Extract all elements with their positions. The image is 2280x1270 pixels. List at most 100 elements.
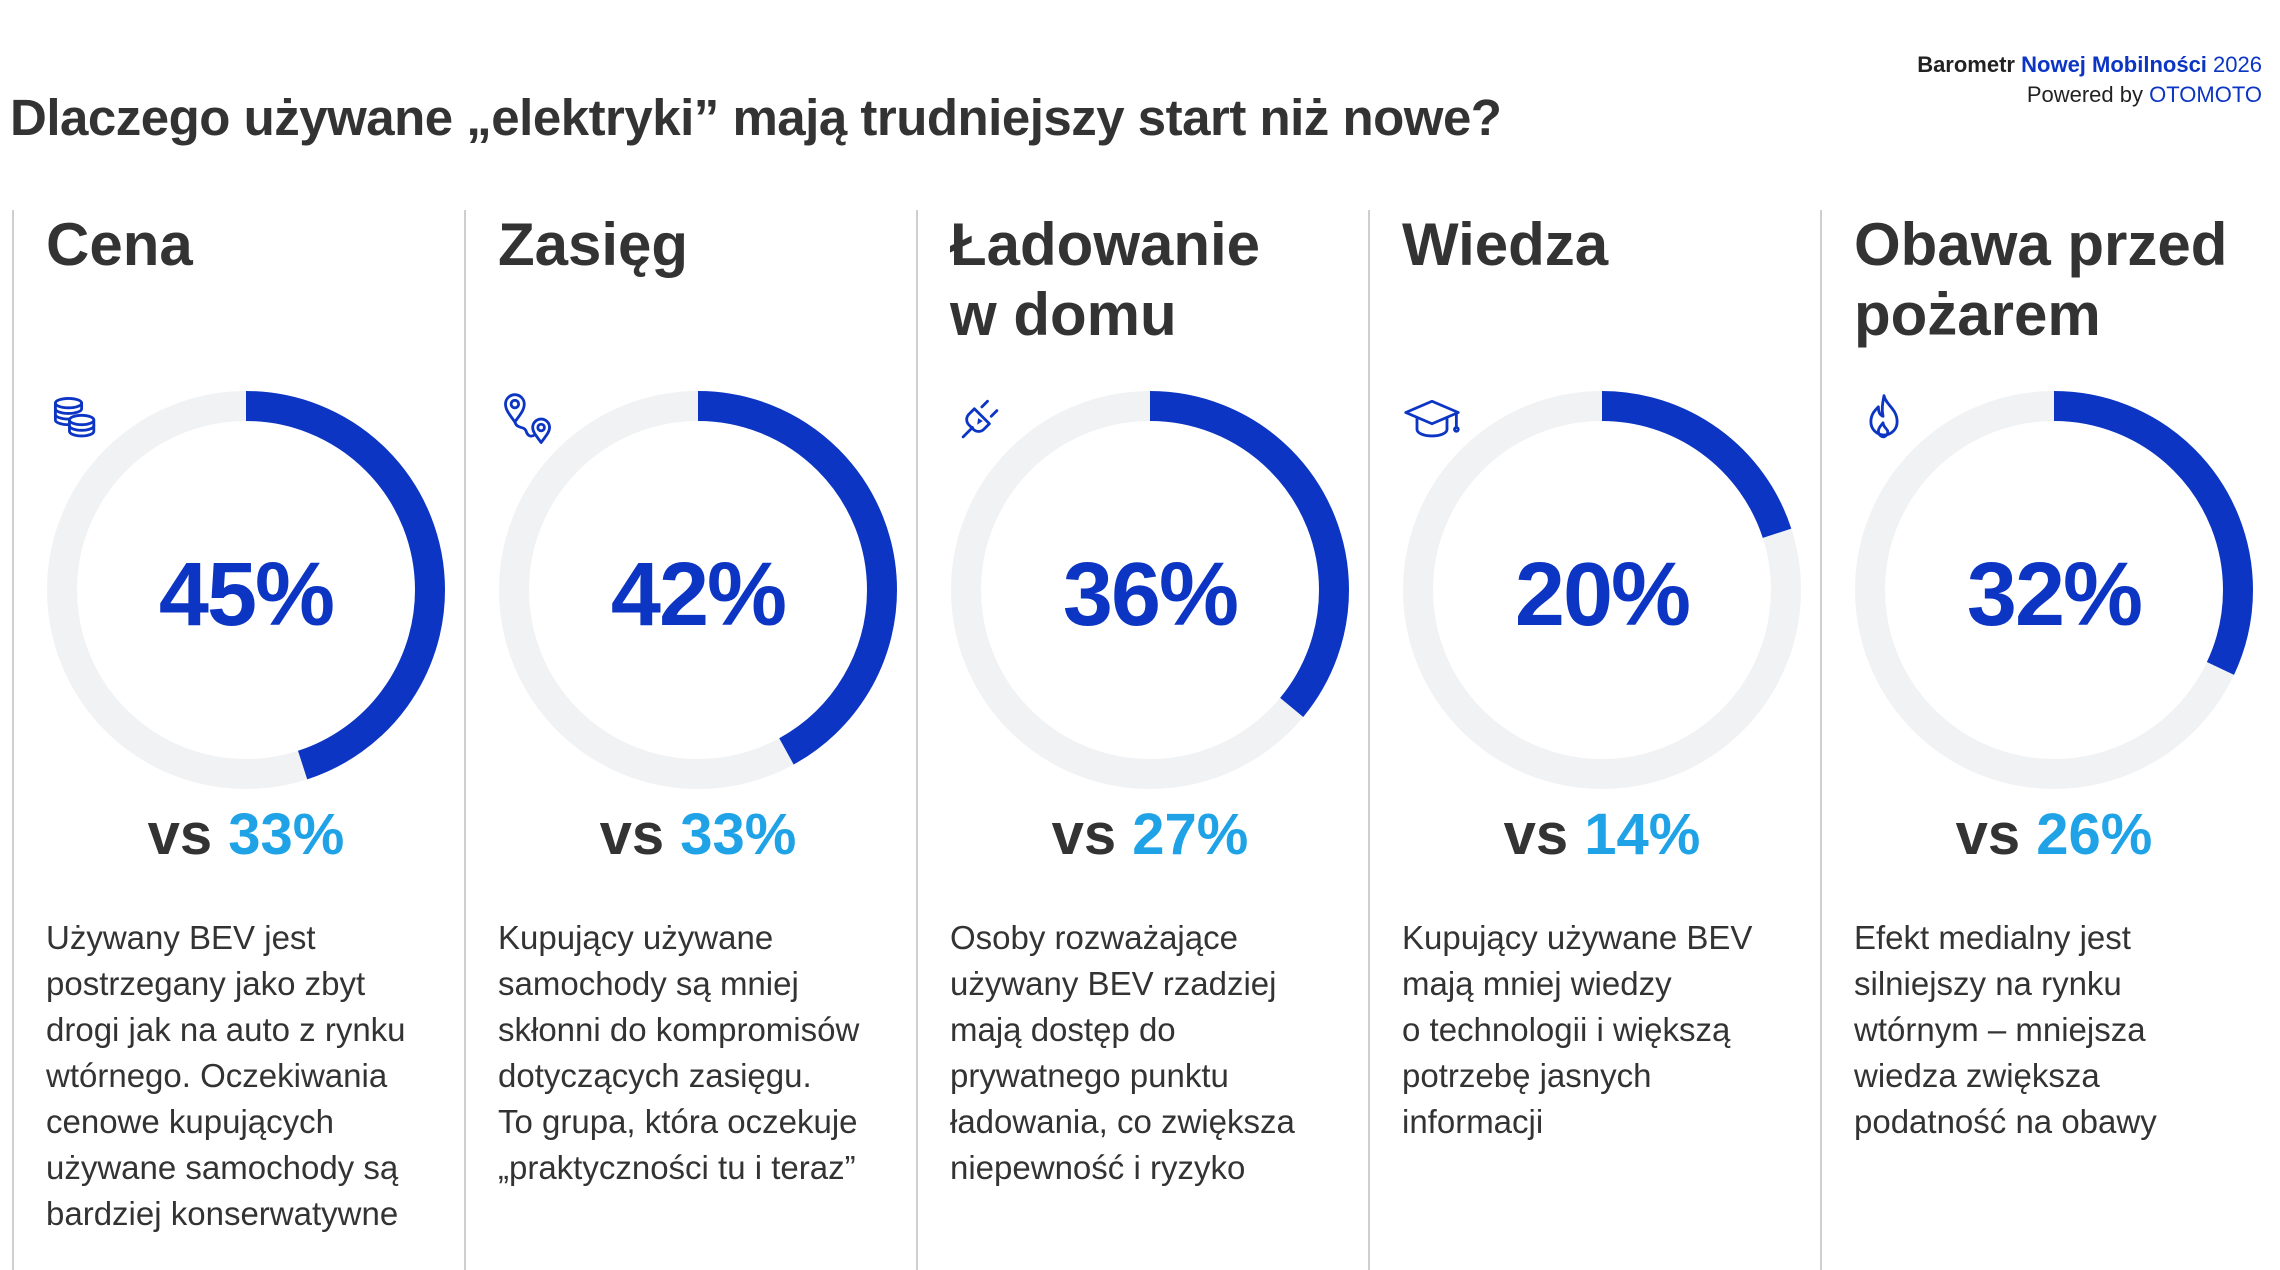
comparison-value: 33%: [680, 802, 797, 867]
donut-gauge: 42%: [498, 390, 898, 790]
column-description: Używany BEV jest postrzegany jako zbyt dro…: [46, 915, 456, 1237]
column-title-line: Obawa przed: [1854, 211, 2228, 278]
description-line: wiedza zwiększa: [1854, 1057, 2100, 1094]
gauge-value-arc: [951, 391, 1349, 789]
gauge-columns: Cena 45% vs 33% Używany BEV jest postrzegany…: [0, 210, 2280, 1270]
comparison-value: 33%: [228, 802, 345, 867]
powered-brand: OTOMOTO: [2149, 82, 2262, 107]
gauge-svg: [499, 391, 897, 789]
description-line: Używany BEV jest: [46, 919, 316, 956]
description-line: To grupa, która oczekuje: [498, 1103, 858, 1140]
column-title-line: Ładowanie: [950, 211, 1261, 278]
vs-word: vs: [1955, 802, 2037, 867]
brand-line: Barometr Nowej Mobilności 2026: [1917, 50, 2262, 80]
description-line: cenowe kupujących: [46, 1103, 335, 1140]
gauge-value-arc: [499, 391, 897, 789]
gauge-percentage: 36%: [1062, 545, 1239, 645]
description-line: o technologii i większą: [1402, 1011, 1731, 1048]
gauge-svg: [1403, 391, 1801, 789]
gauge-svg: [1855, 391, 2253, 789]
column-title-line: Zasięg: [498, 211, 689, 278]
plug-icon: [961, 399, 999, 439]
vs-word: vs: [147, 802, 229, 867]
vs-word: vs: [1051, 802, 1133, 867]
gauge-column: Ładowanie w domu 36% vs 27% Osoby rozważając…: [916, 210, 1368, 1270]
powered-by-line: Powered by OTOMOTO: [1917, 80, 2262, 110]
description-line: wtórnego. Oczekiwania: [46, 1057, 388, 1094]
powered-prefix: Powered by: [2026, 82, 2144, 107]
comparison-value: 27%: [1132, 802, 1249, 867]
description-line: podatność na obawy: [1854, 1103, 2157, 1140]
graduation-cap-icon: [1404, 399, 1460, 438]
description-line: dotyczących zasięgu.: [498, 1057, 812, 1094]
description-line: potrzebę jasnych: [1402, 1057, 1652, 1094]
brand-block: Barometr Nowej Mobilności 2026 Powered b…: [1917, 50, 2262, 110]
description-line: Efekt medialny jest: [1854, 919, 2131, 956]
comparison-label: vs 33%: [46, 800, 446, 870]
gauge-value-arc: [47, 391, 445, 789]
column-title-line: Cena: [46, 211, 193, 278]
column-description: Efekt medialny jest silniejszy na rynku wt…: [1854, 915, 2264, 1145]
vs-word: vs: [1503, 802, 1585, 867]
comparison-label: vs 33%: [498, 800, 898, 870]
column-title: Obawa przed pożarem: [1854, 210, 2227, 350]
gauge-column: Cena 45% vs 33% Używany BEV jest postrzegany…: [12, 210, 464, 1270]
gauge-percentage: 45%: [158, 545, 335, 645]
flame-icon: [1869, 394, 1899, 439]
description-line: używane samochody są: [46, 1149, 399, 1186]
description-line: silniejszy na rynku: [1854, 965, 2122, 1002]
column-title: Cena: [46, 210, 193, 280]
description-line: postrzegany jako zbyt: [46, 965, 366, 1002]
brand-prefix: Barometr: [1917, 52, 2015, 77]
gauge-column: Obawa przed pożarem 32% vs 26% Efekt medialn…: [1820, 210, 2272, 1270]
comparison-label: vs 27%: [950, 800, 1350, 870]
comparison-value: 14%: [1584, 802, 1701, 867]
description-line: mają mniej wiedzy: [1402, 965, 1672, 1002]
gauge-value-arc: [1855, 391, 2253, 789]
gauge-value-arc: [1403, 391, 1801, 789]
gauge-column: Zasięg 42% vs 33% Kupujący używane samochody…: [464, 210, 916, 1270]
comparison-label: vs 14%: [1402, 800, 1802, 870]
description-line: wtórnym – mniejsza: [1854, 1011, 2146, 1048]
brand-accent: Nowej Mobilności: [2021, 52, 2207, 77]
donut-gauge: 36%: [950, 390, 1350, 790]
coins-icon: [53, 397, 96, 438]
description-line: używany BEV rzadziej: [950, 965, 1277, 1002]
vs-word: vs: [599, 802, 681, 867]
column-description: Kupujący używane BEV mają mniej wiedzy o t…: [1402, 915, 1812, 1145]
description-line: niepewność i ryzyko: [950, 1149, 1246, 1186]
gauge-percentage: 32%: [1966, 545, 2143, 645]
column-title: Ładowanie w domu: [950, 210, 1260, 350]
page-title: Dlaczego używane „elektryki” mają trudni…: [10, 89, 1502, 146]
comparison-label: vs 26%: [1854, 800, 2254, 870]
column-title-line: w domu: [950, 281, 1177, 348]
column-description: Kupujący używane samochody są mniej skłonn…: [498, 915, 908, 1191]
description-line: samochody są mniej: [498, 965, 799, 1002]
column-title-line: Wiedza: [1402, 211, 1609, 278]
description-line: informacji: [1402, 1103, 1544, 1140]
description-line: Kupujący używane BEV: [1402, 919, 1753, 956]
column-title: Wiedza: [1402, 210, 1608, 280]
column-title: Zasięg: [498, 210, 688, 280]
route-pins-icon: [504, 393, 551, 444]
gauge-percentage: 42%: [610, 545, 787, 645]
gauge-svg: [951, 391, 1349, 789]
description-line: mają dostęp do: [950, 1011, 1176, 1048]
donut-gauge: 32%: [1854, 390, 2254, 790]
description-line: ładowania, co zwiększa: [950, 1103, 1295, 1140]
donut-gauge: 20%: [1402, 390, 1802, 790]
comparison-value: 26%: [2036, 802, 2153, 867]
description-line: prywatnego punktu: [950, 1057, 1229, 1094]
description-line: drogi jak na auto z rynku: [46, 1011, 406, 1048]
gauge-percentage: 20%: [1514, 545, 1691, 645]
brand-year: 2026: [2213, 52, 2262, 77]
description-line: skłonni do kompromisów: [498, 1011, 860, 1048]
description-line: Osoby rozważające: [950, 919, 1238, 956]
column-title-line: pożarem: [1854, 281, 2101, 348]
gauge-column: Wiedza 20% vs 14% Kupujący używane BEV mają …: [1368, 210, 1820, 1270]
donut-gauge: 45%: [46, 390, 446, 790]
description-line: „praktyczności tu i teraz”: [498, 1149, 856, 1186]
description-line: Kupujący używane: [498, 919, 774, 956]
column-description: Osoby rozważające używany BEV rzadziej maj…: [950, 915, 1360, 1191]
gauge-svg: [47, 391, 445, 789]
